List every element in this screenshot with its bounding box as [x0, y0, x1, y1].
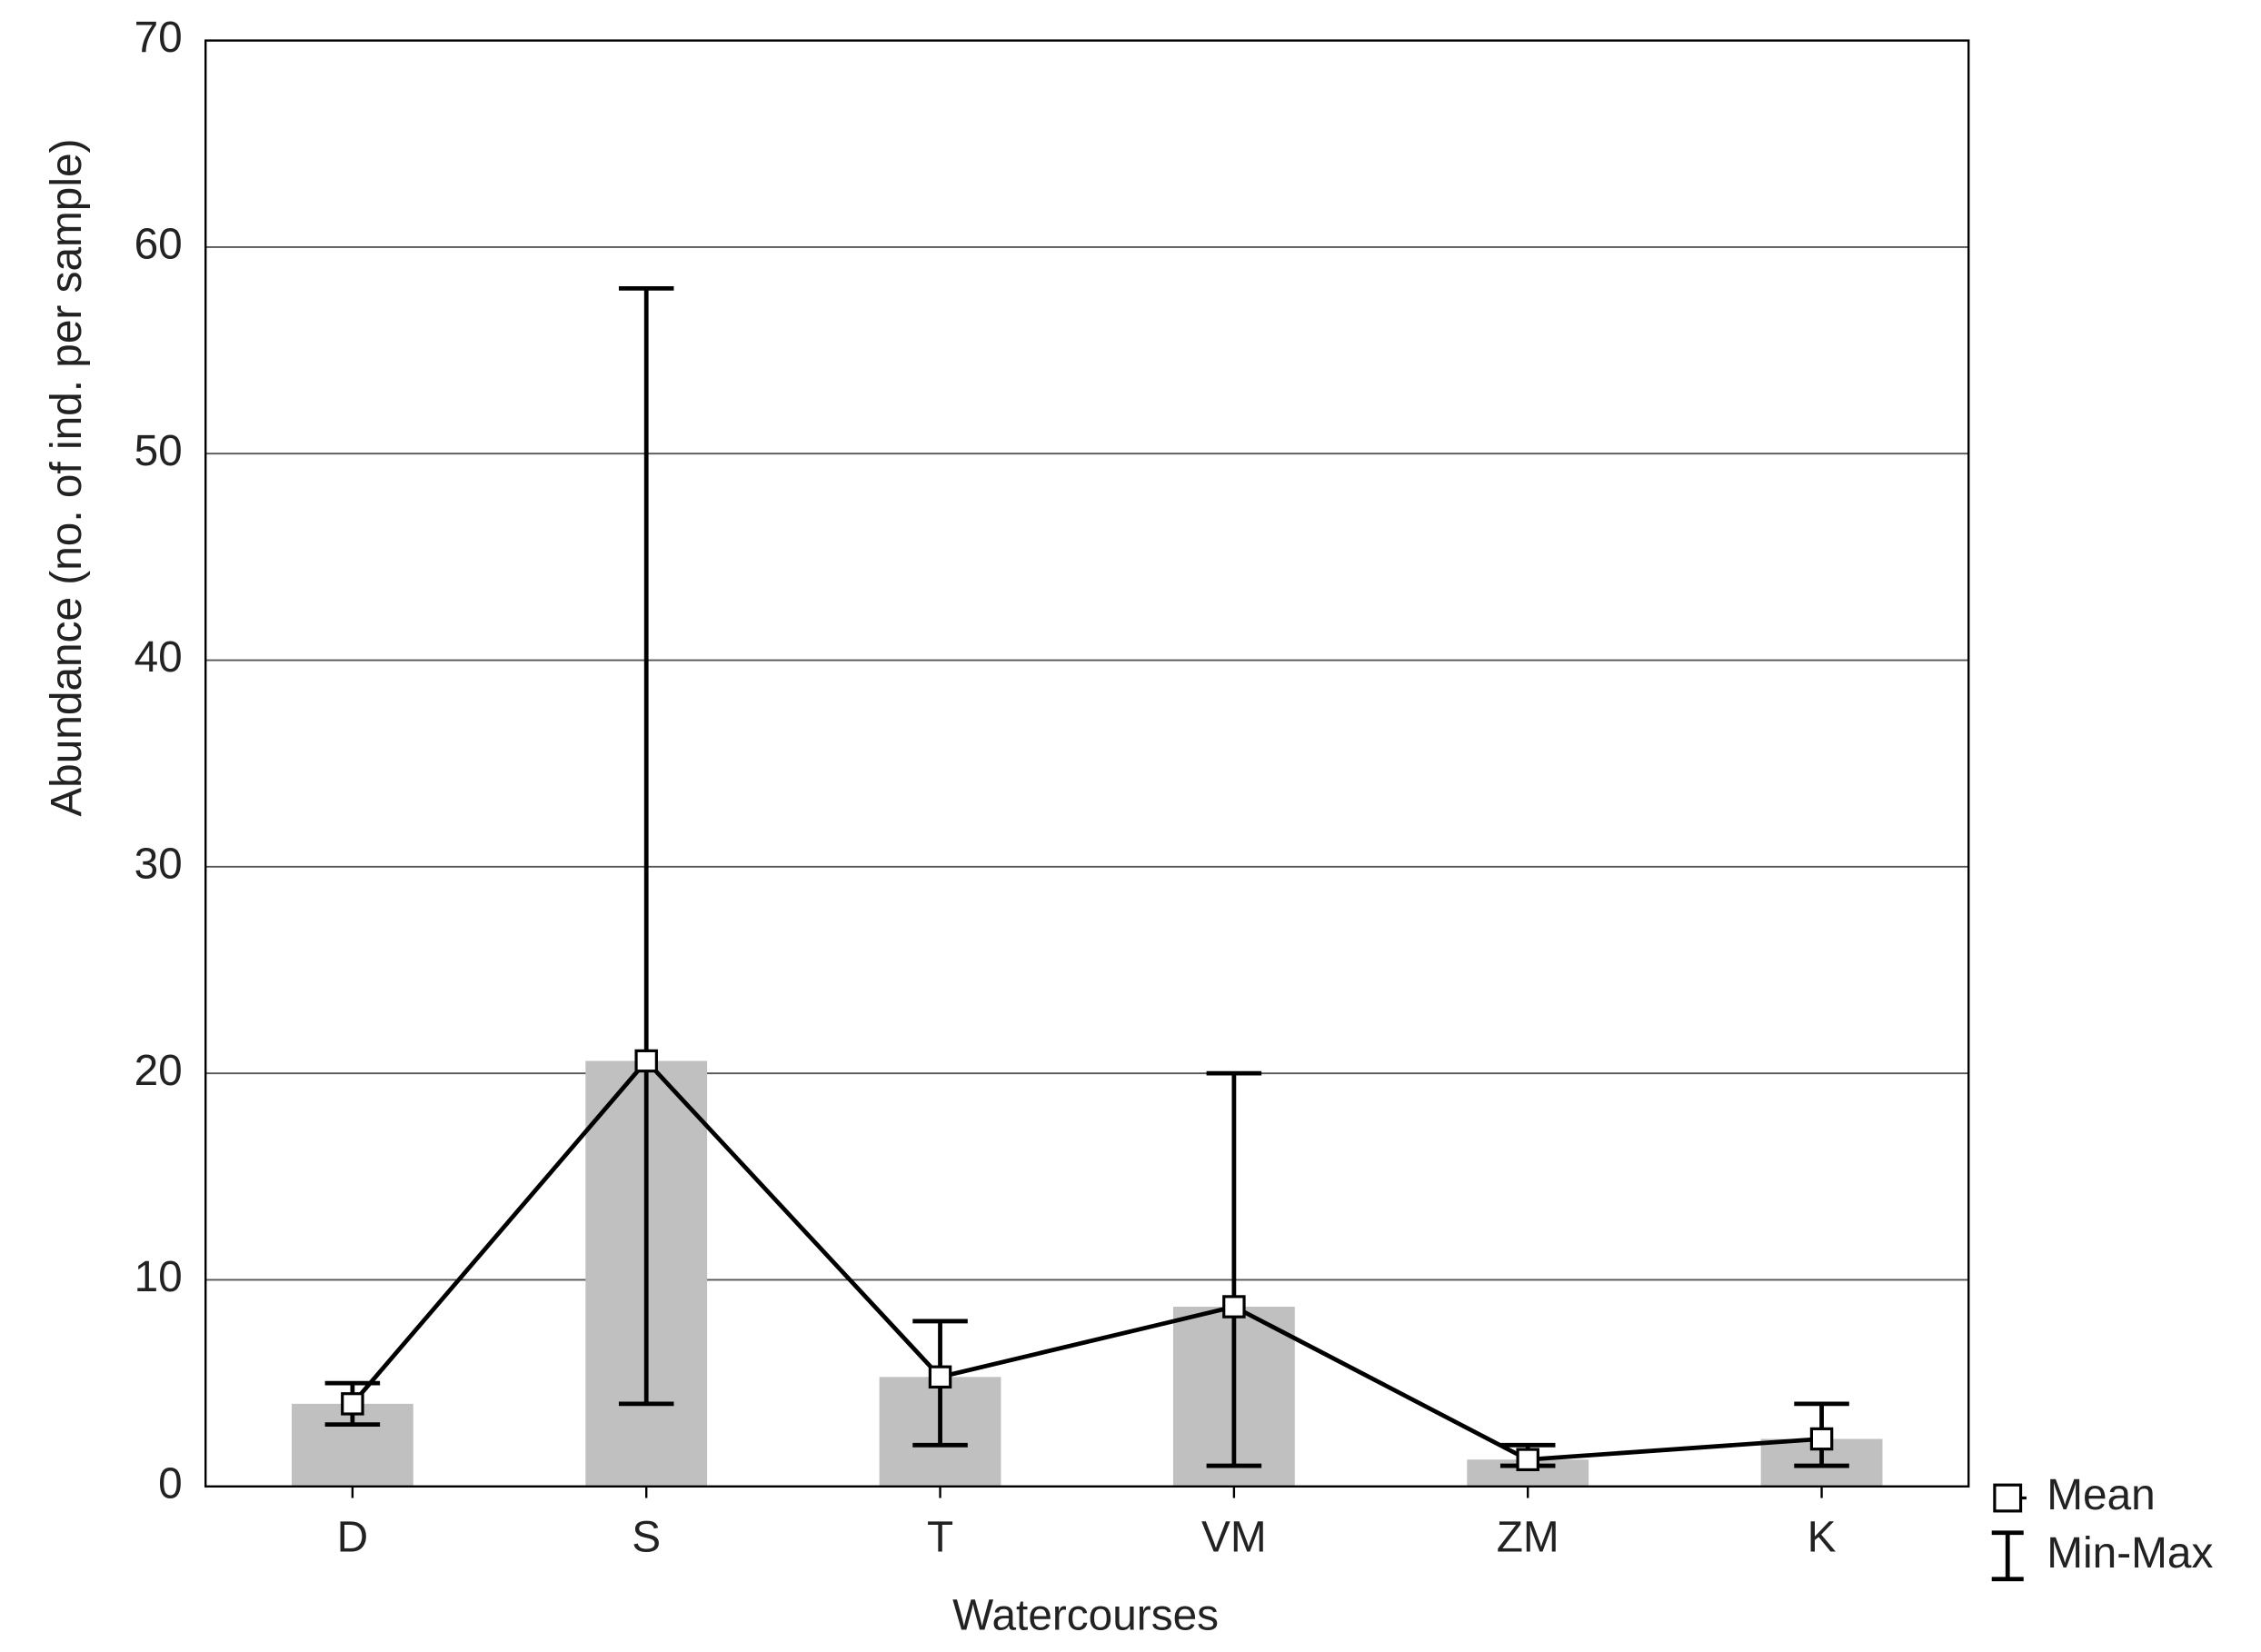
y-tick-label: 40 — [134, 633, 183, 682]
legend-label: Min-Max — [2047, 1529, 2213, 1577]
x-tick-label: D — [337, 1513, 369, 1561]
y-tick-label: 30 — [134, 840, 183, 888]
mean-marker — [341, 1392, 364, 1416]
y-axis-label: Abundance (no. of ind. per sample) — [43, 139, 91, 817]
mean-marker — [634, 1049, 658, 1073]
y-tick-label: 0 — [158, 1459, 183, 1508]
legend-label: Mean — [2047, 1471, 2155, 1519]
y-tick-label: 10 — [134, 1253, 183, 1301]
mean-marker — [928, 1365, 952, 1389]
plot-frame — [204, 39, 1970, 1488]
mean-marker — [1516, 1448, 1539, 1471]
x-tick-label: ZM — [1497, 1513, 1559, 1561]
x-tick-label: S — [632, 1513, 661, 1561]
x-tick-label: K — [1808, 1513, 1837, 1561]
mean-marker — [1222, 1295, 1246, 1319]
y-tick-label: 60 — [134, 221, 183, 269]
x-axis-label: Watercourses — [952, 1591, 1219, 1639]
legend-marker — [1993, 1483, 2023, 1513]
mean-line — [351, 1057, 1822, 1462]
x-tick-label: T — [927, 1513, 953, 1561]
y-tick-label: 20 — [134, 1047, 183, 1095]
y-tick-label: 70 — [134, 14, 183, 62]
y-tick-label: 50 — [134, 427, 183, 475]
x-tick-label: VM — [1201, 1513, 1267, 1561]
mean-marker — [1809, 1427, 1834, 1451]
